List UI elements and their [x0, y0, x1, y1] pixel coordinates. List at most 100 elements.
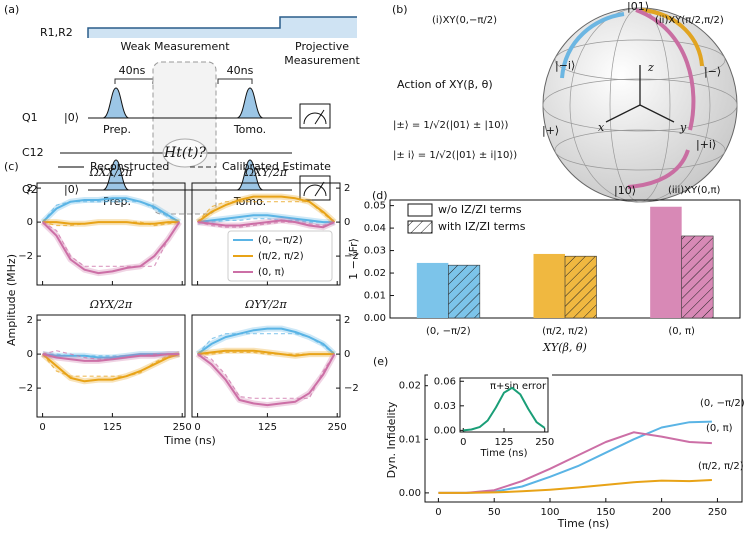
- legend-label: (0, −π/2): [258, 235, 303, 246]
- state-label: |−i⟩: [555, 59, 575, 72]
- x-tick-label: 200: [652, 507, 671, 518]
- x-tick-label: 100: [540, 507, 559, 518]
- delay-label: 40ns: [227, 64, 254, 77]
- calibrated-line: [197, 351, 335, 355]
- series-line: [197, 214, 335, 224]
- calibrated-line: [197, 221, 335, 228]
- definition: |± i⟩ = 1/√2(|01⟩ ± i|10⟩): [393, 150, 517, 161]
- series-line: [197, 349, 335, 357]
- series-line: [197, 219, 335, 229]
- plot-title: ΩYX/2π: [89, 298, 133, 311]
- state-label: |0⟩: [64, 111, 79, 124]
- state-label: |0⟩: [64, 183, 79, 196]
- calibrated-line: [197, 218, 335, 223]
- y-tick-label: 2: [344, 183, 350, 194]
- panel-label: (c): [4, 160, 19, 173]
- x-tick-label: 150: [596, 507, 615, 518]
- weak-label: Weak Measurement: [120, 40, 230, 53]
- y-tick-label: 0.03: [364, 246, 386, 257]
- y-tick-label: 0.02: [399, 381, 421, 392]
- panel-label: (a): [4, 3, 19, 16]
- y-tick-label: −2: [344, 251, 359, 262]
- calibrated-line: [42, 201, 180, 223]
- uncertainty-band: [195, 351, 338, 409]
- x-tick-label: 250: [535, 437, 554, 448]
- series-line: [41, 221, 181, 275]
- series-label: (π/2, π/2): [698, 461, 744, 472]
- hamiltonian-ellipse: [162, 138, 208, 168]
- y-tick-label: 0: [344, 349, 350, 360]
- coupler-label: C12: [22, 146, 44, 159]
- y-tick-label: 2: [27, 315, 33, 326]
- pulse: [102, 87, 264, 191]
- path-i: [560, 12, 625, 79]
- projective-label: Projective: [295, 40, 349, 53]
- y-tick-label: 0: [27, 349, 33, 360]
- plot-title: π+sin error: [490, 381, 547, 392]
- plot-title: ΩXX/2π: [89, 166, 133, 179]
- state-label: |01⟩: [627, 0, 649, 13]
- hamiltonian-label: Ht(t)?: [163, 145, 206, 161]
- definition: |±⟩ = 1/√2(|01⟩ ± |10⟩): [393, 120, 508, 131]
- plot-frame: [36, 314, 186, 418]
- y-tick-label: −2: [18, 383, 33, 394]
- hamiltonian-box: [152, 61, 217, 215]
- prep-label: Prep.: [103, 123, 131, 136]
- series-line: [197, 195, 336, 223]
- qubit-label: Q1: [22, 111, 38, 124]
- bar: [650, 206, 682, 318]
- control-fill: [88, 17, 357, 38]
- x-tick-label: 250: [328, 422, 347, 433]
- projective-label: Measurement: [284, 54, 360, 67]
- legend-label: (0, π): [258, 267, 285, 278]
- plot-frame: [424, 374, 743, 503]
- delay-label: 40ns: [119, 64, 146, 77]
- x-tick-label: 125: [258, 422, 277, 433]
- series-line: [41, 353, 180, 383]
- x-tick-label: 0: [39, 422, 45, 433]
- y-tick-label: 2: [27, 183, 33, 194]
- bar: [416, 262, 449, 318]
- x-tick-label: 0: [460, 437, 466, 448]
- x-tick-label: 250: [173, 422, 192, 433]
- action-label: Action of XY(β, θ): [397, 78, 493, 91]
- y-axis-label: Dyn. Infidelity: [385, 401, 398, 478]
- legend-label: with IZ/ZI terms: [438, 220, 526, 233]
- x-axis-label: XY(β, θ): [542, 341, 587, 354]
- panel-a: (a) R1,R2 Weak Measurement Projective Me…: [4, 3, 360, 215]
- legend-box: [227, 230, 333, 282]
- panel-label: (d): [372, 189, 388, 202]
- y-tick-label: 0.01: [364, 291, 386, 302]
- plot-title: ΩXY/2π: [244, 166, 288, 179]
- y-tick-label: 0.03: [434, 401, 456, 412]
- x-tick-label: 50: [488, 507, 501, 518]
- y-tick-label: 0.06: [434, 376, 456, 387]
- series-line: [438, 479, 712, 494]
- axis-label: z: [647, 61, 654, 74]
- path-label: (i)XY(0,−π/2): [432, 15, 497, 26]
- bar-hatch: [681, 235, 714, 319]
- y-tick-label: −2: [18, 251, 33, 262]
- y-tick-label: 0.01: [399, 434, 421, 445]
- y-tick-label: 0.05: [364, 201, 386, 212]
- series-line: [463, 386, 546, 432]
- legend-label: Reconstructed: [90, 160, 169, 173]
- axis-label: y: [679, 121, 687, 134]
- series-line: [41, 197, 180, 223]
- path-ii: [641, 8, 704, 67]
- x-tick-label: 125: [103, 422, 122, 433]
- x-tick-label: 125: [494, 437, 513, 448]
- x-tick-label: 250: [708, 507, 727, 518]
- x-axis-label: Time (ns): [479, 448, 527, 459]
- calibrated-line: [197, 353, 335, 399]
- x-tick-label: 0: [435, 507, 441, 518]
- series-label: (0, −π/2): [700, 398, 745, 409]
- legend-label: Calibrated Estimate: [222, 160, 331, 173]
- series-line: [42, 221, 180, 225]
- path-iii: [627, 8, 696, 189]
- bar: [533, 253, 565, 318]
- bar-hatch: [564, 255, 597, 319]
- y-tick-label: 0.02: [364, 268, 386, 279]
- tomo-label: Tomo.: [233, 123, 266, 136]
- plot-frame: [191, 182, 341, 286]
